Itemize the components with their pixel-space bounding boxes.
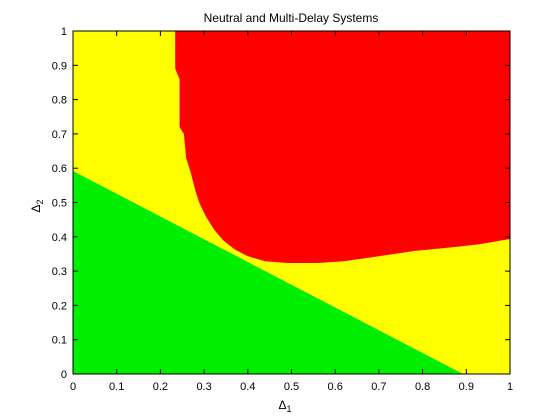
y-tick-label: 0.5 xyxy=(52,198,67,210)
y-tick-label: 0.1 xyxy=(52,335,67,347)
y-tick-label: 1 xyxy=(61,26,67,38)
y-tick-label: 0.9 xyxy=(52,60,67,72)
y-tick-label: 0 xyxy=(61,369,67,381)
x-tick-label: 0.5 xyxy=(284,381,299,393)
y-tick-label: 0.7 xyxy=(52,129,67,141)
x-tick-label: 0.4 xyxy=(240,381,255,393)
y-axis-label: Δ2 xyxy=(29,199,45,212)
x-tick-label: 0.3 xyxy=(196,381,211,393)
chart-title: Neutral and Multi-Delay Systems xyxy=(204,11,379,25)
x-tick-label: 0.9 xyxy=(459,381,474,393)
x-tick-label: 0.1 xyxy=(109,381,124,393)
y-tick-label: 0.6 xyxy=(52,163,67,175)
plot-area xyxy=(72,30,511,375)
x-tick-label: 0.7 xyxy=(371,381,386,393)
y-axis-label-main: Δ xyxy=(29,205,43,213)
region-1 xyxy=(175,30,511,263)
y-tick-label: 0.8 xyxy=(52,95,67,107)
y-axis: 0 0.1 0.2 0.3 0.4 0.5 0.6 0.7 0.8 0.9 1 xyxy=(52,26,510,381)
x-tick-label: 0.2 xyxy=(153,381,168,393)
x-axis-label-sub: 1 xyxy=(287,404,292,414)
y-tick-label: 0.4 xyxy=(52,232,67,244)
y-axis-label-sub: 2 xyxy=(35,199,45,204)
x-axis-label: Δ1 xyxy=(278,398,291,414)
x-tick-label: 1 xyxy=(507,381,513,393)
y-tick-label: 0.3 xyxy=(52,266,67,278)
x-axis: 0 0.1 0.2 0.3 0.4 0.5 0.6 0.7 0.8 0.9 1 xyxy=(70,31,513,393)
y-tick-label: 0.2 xyxy=(52,300,67,312)
x-tick-label: 0.8 xyxy=(415,381,430,393)
x-tick-label: 0.6 xyxy=(328,381,343,393)
x-axis-label-main: Δ xyxy=(278,398,286,412)
x-tick-label: 0 xyxy=(70,381,76,393)
